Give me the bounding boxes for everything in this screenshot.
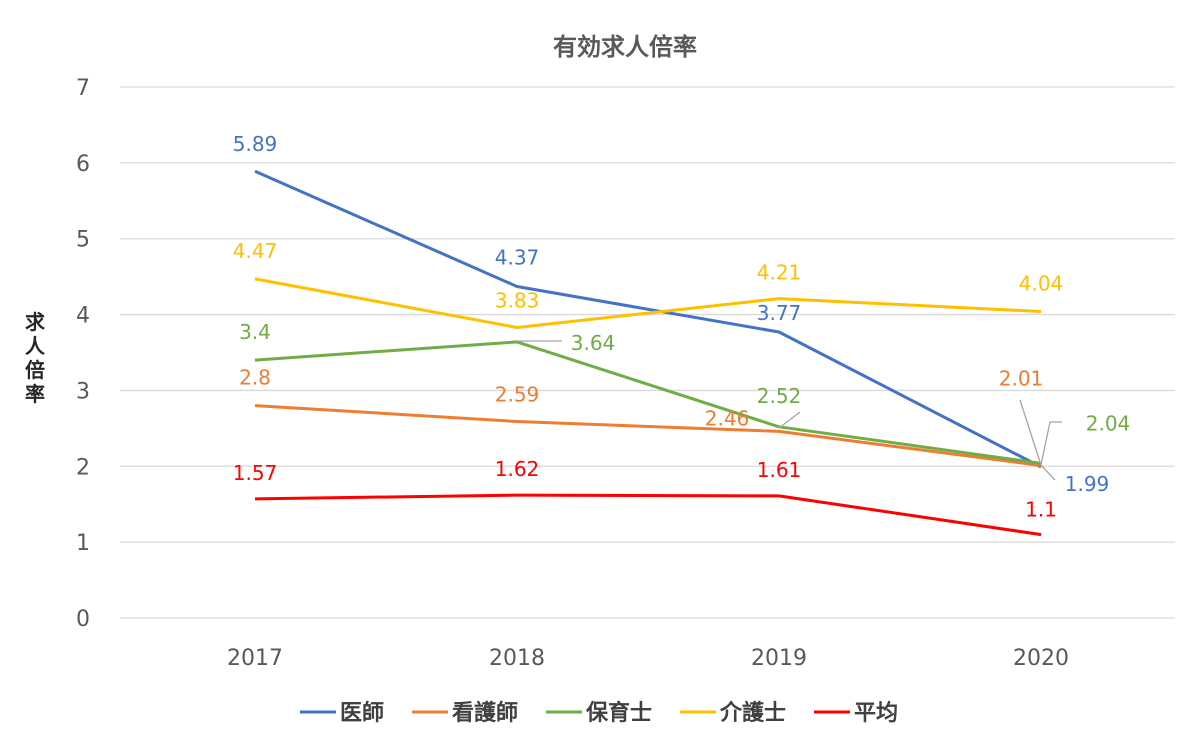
data-labels: 5.89 4.37 3.77 1.99 2.8 2.59 2.46 2.01 3.4 3.64 2.… <box>233 132 1131 521</box>
y-axis-ticks: 0 1 2 3 4 5 6 7 <box>76 76 90 632</box>
y-tick-label: 3 <box>76 379 90 404</box>
legend-label: 平均 <box>854 700 898 726</box>
data-label: 1.1 <box>1025 498 1057 522</box>
series-line-2 <box>254 340 1042 465</box>
data-label: 4.21 <box>757 261 802 285</box>
data-label: 3.77 <box>757 301 802 325</box>
data-label: 2.59 <box>495 383 540 407</box>
leader-lines <box>517 340 1062 481</box>
x-tick-label: 2019 <box>751 646 807 671</box>
series-lines <box>254 169 1042 537</box>
y-axis-label: 求人倍率 <box>25 310 46 406</box>
legend-label: 保育士 <box>585 700 652 726</box>
gridlines <box>120 86 1175 619</box>
y-tick-label: 5 <box>76 228 90 253</box>
data-label: 4.47 <box>233 239 278 263</box>
series-line-1 <box>254 404 1042 467</box>
series-line-3 <box>254 277 1042 329</box>
data-label: 2.46 <box>705 406 750 430</box>
y-tick-label: 4 <box>76 304 90 329</box>
data-label: 3.83 <box>495 288 540 312</box>
x-tick-label: 2020 <box>1013 646 1069 671</box>
series-line-0 <box>254 169 1042 469</box>
legend-label: 看護師 <box>452 700 518 726</box>
leader-line <box>1040 464 1056 481</box>
y-tick-label: 7 <box>76 76 90 101</box>
data-label: 3.4 <box>239 320 271 344</box>
data-label: 5.89 <box>233 132 278 156</box>
series-line-4 <box>254 493 1042 537</box>
data-label: 1.62 <box>495 457 540 481</box>
data-label: 1.99 <box>1065 472 1110 496</box>
legend-label: 介護士 <box>719 700 786 726</box>
data-label: 4.04 <box>1019 272 1064 296</box>
y-tick-label: 0 <box>76 607 90 632</box>
y-tick-label: 2 <box>76 455 90 480</box>
x-tick-label: 2018 <box>489 646 545 671</box>
data-label: 1.61 <box>757 458 802 482</box>
chart-title: 有効求人倍率 <box>553 33 697 61</box>
data-label: 4.37 <box>495 246 540 270</box>
data-label: 2.52 <box>757 384 802 408</box>
data-label: 2.01 <box>999 367 1044 391</box>
data-label: 1.57 <box>233 461 278 485</box>
leader-line <box>778 411 801 429</box>
leader-line <box>1019 399 1042 466</box>
data-label: 3.64 <box>571 331 616 355</box>
y-tick-label: 1 <box>76 531 90 556</box>
x-tick-label: 2017 <box>227 646 283 671</box>
legend: 医師 看護師 保育士 介護士 平均 <box>300 700 898 726</box>
y-tick-label: 6 <box>76 152 90 177</box>
x-axis-ticks: 2017 2018 2019 2020 <box>227 646 1069 671</box>
data-label: 2.04 <box>1086 411 1131 435</box>
leader-line <box>1040 421 1062 466</box>
data-label: 2.8 <box>239 366 271 390</box>
legend-label: 医師 <box>340 700 384 726</box>
